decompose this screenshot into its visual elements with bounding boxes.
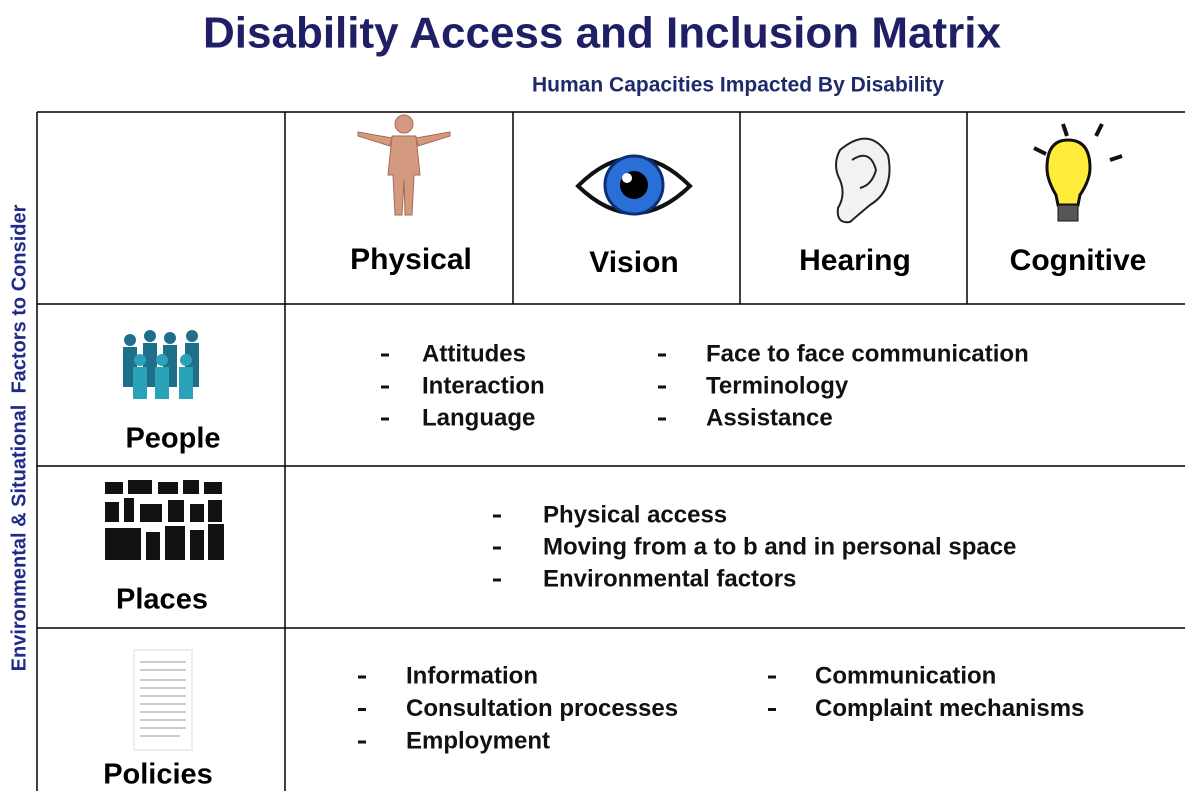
column-label: Physical — [350, 243, 472, 276]
list-item: Language — [422, 404, 535, 431]
list-item: Communication — [815, 662, 996, 689]
column-label: Vision — [589, 246, 678, 279]
subtitle: Human Capacities Impacted By Disability — [532, 74, 944, 97]
vision-icon — [575, 154, 693, 216]
list-item: Complaint mechanisms — [815, 695, 1084, 722]
hearing-icon — [835, 137, 891, 224]
column-label: Hearing — [799, 244, 911, 277]
column-label: Cognitive — [1010, 244, 1147, 277]
list-item: Face to face communication — [706, 340, 1029, 367]
list-item: Environmental factors — [543, 565, 796, 592]
policies-icon — [133, 649, 193, 751]
list-item: Terminology — [706, 372, 849, 399]
list-item: Attitudes — [422, 340, 526, 367]
physical-icon — [357, 114, 451, 216]
row-label: Policies — [103, 759, 213, 791]
grid — [36, 111, 1185, 791]
list-item: Assistance — [706, 404, 833, 431]
list-item: Moving from a to b and in personal space — [543, 533, 1016, 560]
list-item: Physical access — [543, 501, 727, 528]
row-label: Places — [116, 584, 208, 616]
people-icon — [123, 330, 199, 399]
title: Disability Access and Inclusion Matrix — [203, 9, 1001, 58]
list-item: Consultation processes — [406, 695, 678, 722]
list-item: Information — [406, 662, 538, 689]
list-item: Interaction — [422, 372, 545, 399]
places-icon — [105, 480, 224, 560]
list-item: Employment — [406, 727, 550, 754]
cognitive-icon — [1033, 123, 1123, 222]
side-label: Environmental & Situational Factors to C… — [8, 204, 30, 671]
row-label: People — [125, 423, 220, 455]
